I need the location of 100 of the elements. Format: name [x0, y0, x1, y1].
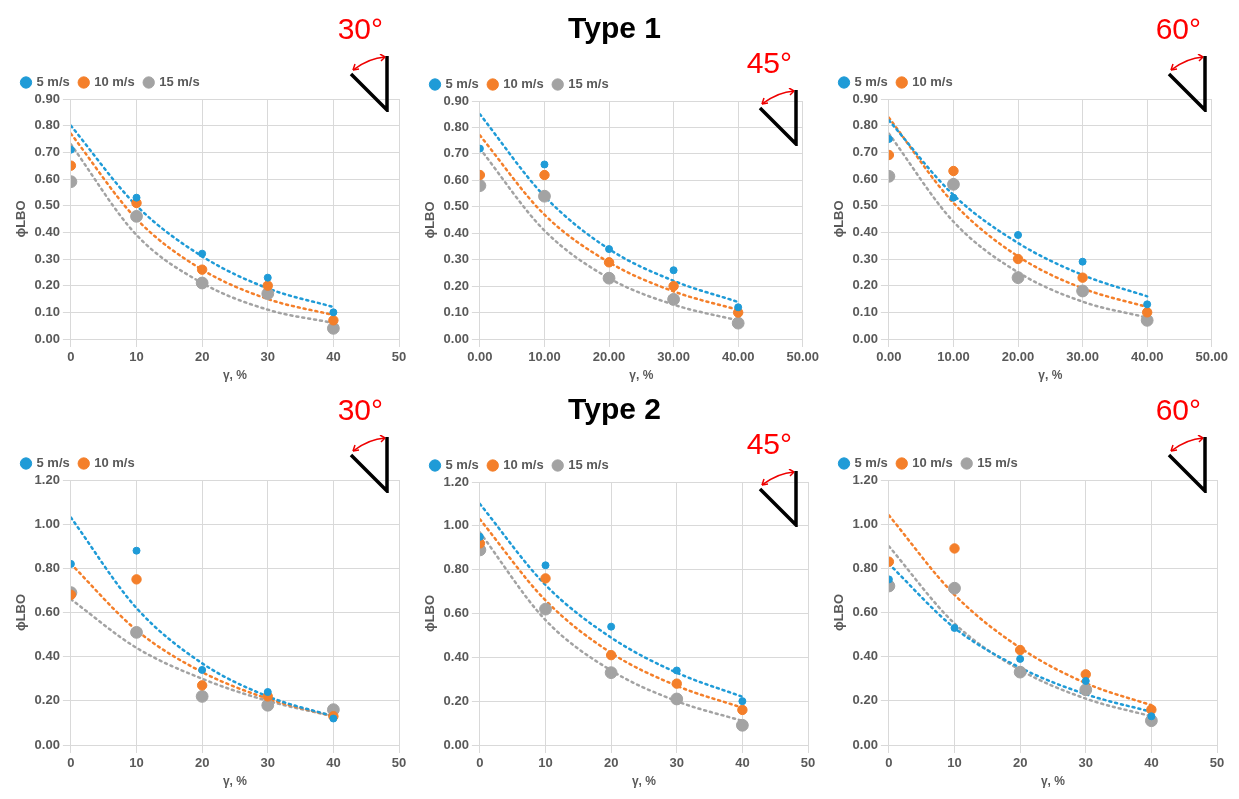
- y-tick-label: 0.40: [852, 223, 878, 239]
- x-tick-label: 20.00: [592, 349, 626, 365]
- x-tick-label: 10: [947, 755, 962, 771]
- y-tick-label: 0.50: [852, 197, 878, 213]
- y-tick-label: 0.20: [34, 692, 60, 708]
- y-tick-label: 1.20: [443, 473, 469, 489]
- y-tick-label: 0.00: [852, 330, 878, 346]
- y-tick-label: 0.30: [34, 250, 60, 266]
- y-tick-label: 0.80: [443, 119, 469, 135]
- text: 60°: [1155, 12, 1201, 46]
- y-axis-title: ϕLBO: [422, 594, 438, 633]
- y-axis-title: ϕLBO: [13, 593, 29, 632]
- x-axis-title: γ, %: [1038, 368, 1063, 383]
- x-tick-label: 40: [326, 349, 341, 365]
- x-tick-label: 10: [129, 755, 144, 771]
- legend-label: 10 m/s: [94, 74, 135, 90]
- y-tick-label: 1.00: [852, 515, 878, 531]
- legend-label: 10 m/s: [503, 457, 544, 473]
- y-tick-label: 0.20: [852, 692, 878, 708]
- x-axis-title: γ, %: [222, 368, 248, 383]
- legend-label: 15 m/s: [159, 74, 200, 90]
- x-tick-label: 50: [1209, 755, 1225, 771]
- y-tick-label: 1.20: [852, 471, 878, 487]
- x-tick-label: 10.00: [937, 349, 970, 365]
- y-tick-label: 0.40: [34, 648, 60, 664]
- x-tick-label: 20: [603, 755, 619, 771]
- y-tick-label: 0.60: [852, 170, 878, 186]
- y-tick-label: 0.20: [443, 692, 469, 708]
- y-tick-label: 0.20: [34, 277, 60, 293]
- x-tick-label: 50.00: [1195, 349, 1229, 365]
- x-tick-label: 10: [129, 349, 144, 365]
- y-tick-label: 0.60: [443, 171, 469, 187]
- text: 30°: [337, 393, 383, 427]
- x-tick-label: 50: [800, 755, 816, 771]
- y-tick-label: 0.10: [443, 304, 469, 320]
- y-tick-label: 1.00: [443, 517, 469, 533]
- x-tick-label: 20: [1012, 755, 1028, 771]
- y-tick-label: 0.00: [34, 330, 60, 346]
- x-tick-label: 40: [1144, 755, 1159, 771]
- y-tick-label: 0.40: [34, 223, 60, 239]
- x-tick-label: 0: [67, 349, 75, 365]
- y-tick-label: 0.20: [443, 277, 469, 293]
- x-tick-label: 30: [1078, 755, 1093, 771]
- x-axis-title: γ, %: [631, 774, 657, 789]
- y-tick-label: 0.80: [852, 559, 878, 575]
- y-tick-label: 0.20: [852, 277, 878, 293]
- y-tick-label: 0.40: [443, 224, 469, 240]
- legend-label: 10 m/s: [503, 76, 544, 92]
- legend-label: 10 m/s: [94, 455, 135, 471]
- x-tick-label: 40: [735, 755, 750, 771]
- x-tick-label: 0.00: [467, 349, 493, 365]
- y-tick-label: 0.80: [34, 559, 60, 575]
- x-tick-label: 30.00: [657, 349, 690, 365]
- x-tick-label: 0: [885, 755, 893, 771]
- y-tick-label: 0.90: [443, 92, 469, 108]
- legend-label: 15 m/s: [977, 455, 1018, 471]
- y-axis-title: ϕLBO: [13, 200, 29, 238]
- y-tick-label: 0.30: [852, 250, 878, 266]
- x-tick-label: 30: [260, 349, 275, 365]
- x-tick-label: 50.00: [786, 349, 820, 365]
- x-tick-label: 0: [476, 755, 484, 771]
- y-axis-title: ϕLBO: [831, 593, 847, 632]
- y-tick-label: 1.00: [34, 515, 60, 531]
- x-tick-label: 10.00: [528, 349, 561, 365]
- y-tick-label: 0.60: [443, 605, 469, 621]
- x-tick-label: 50: [391, 755, 407, 771]
- x-axis-title: γ, %: [222, 774, 248, 789]
- legend-label: 10 m/s: [912, 74, 953, 90]
- y-axis-title: ϕLBO: [831, 200, 847, 238]
- y-tick-label: 0.60: [34, 170, 60, 186]
- y-tick-label: 0.00: [852, 736, 878, 752]
- legend-label: 5 m/s: [36, 74, 70, 90]
- y-tick-label: 0.00: [443, 736, 469, 752]
- y-tick-label: 0.10: [852, 303, 878, 319]
- x-tick-label: 30: [669, 755, 684, 771]
- x-tick-label: 20: [194, 755, 210, 771]
- x-tick-label: 0.00: [876, 349, 902, 365]
- y-tick-label: 0.00: [34, 736, 60, 752]
- y-tick-label: 0.90: [34, 90, 60, 106]
- y-tick-label: 0.50: [443, 198, 469, 214]
- x-tick-label: 30: [260, 755, 275, 771]
- x-tick-label: 30.00: [1066, 349, 1099, 365]
- y-tick-label: 1.20: [34, 471, 60, 487]
- x-tick-label: 50: [391, 349, 407, 365]
- legend-label: 5 m/s: [445, 76, 479, 92]
- legend-label: 15 m/s: [568, 457, 609, 473]
- y-tick-label: 0.80: [443, 561, 469, 577]
- y-tick-label: 0.80: [852, 117, 878, 133]
- text: 45°: [746, 46, 792, 80]
- text: 30°: [337, 12, 383, 46]
- x-tick-label: 20: [194, 349, 210, 365]
- y-tick-label: 0.70: [852, 143, 878, 159]
- x-axis-title: γ, %: [1040, 774, 1066, 789]
- x-axis-title: γ, %: [629, 368, 654, 383]
- chart-title: Type 2: [568, 392, 661, 426]
- chart-title: Type 1: [568, 11, 661, 45]
- legend-label: 5 m/s: [854, 74, 888, 90]
- y-tick-label: 0.60: [34, 604, 60, 620]
- x-tick-label: 40: [326, 755, 341, 771]
- x-tick-label: 20.00: [1001, 349, 1035, 365]
